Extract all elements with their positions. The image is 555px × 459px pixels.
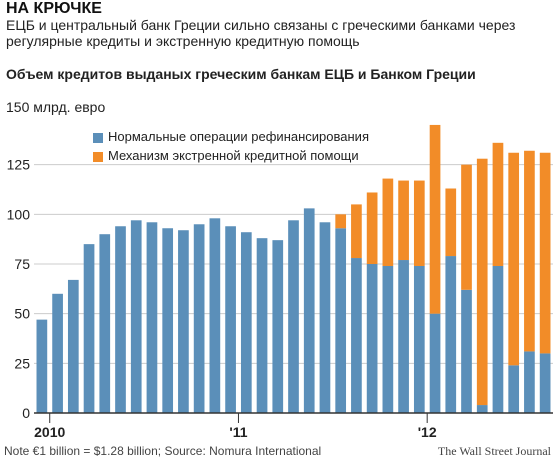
bar-normal-operations — [508, 365, 520, 413]
y-tick-label: 50 — [14, 306, 30, 322]
y-tick-label: 125 — [7, 157, 31, 173]
bar-normal-operations — [99, 234, 111, 413]
bar-emergency-assistance — [508, 152, 520, 366]
bar-normal-operations — [461, 289, 472, 413]
bar-emergency-assistance — [351, 204, 362, 259]
bar-emergency-assistance — [413, 180, 425, 266]
bar-normal-operations — [429, 313, 441, 413]
bar-normal-operations — [225, 226, 236, 413]
bar-normal-operations — [115, 226, 126, 413]
bar-normal-operations — [335, 228, 347, 413]
bar-normal-operations — [398, 260, 409, 413]
bar-emergency-assistance — [476, 158, 488, 406]
bar-normal-operations — [539, 353, 551, 413]
bar-normal-operations — [303, 208, 315, 413]
bar-normal-operations — [366, 264, 378, 413]
bar-emergency-assistance — [461, 164, 472, 290]
y-tick-label: 0 — [22, 405, 30, 421]
legend-label-normal: Нормальные операции рефинансирования — [108, 129, 369, 144]
bar-normal-operations — [413, 265, 425, 413]
bar-emergency-assistance — [524, 150, 535, 352]
y-tick-label: 75 — [14, 256, 30, 272]
bar-normal-operations — [288, 220, 299, 413]
legend-swatch-normal — [93, 133, 103, 143]
bar-emergency-assistance — [335, 214, 347, 229]
bar-normal-operations — [36, 319, 48, 413]
y-tick-label: 100 — [7, 206, 31, 222]
bar-emergency-assistance — [429, 124, 441, 314]
y-tick-label: 25 — [14, 355, 30, 371]
bar-normal-operations — [83, 244, 95, 413]
x-tick-label: '12 — [418, 424, 437, 440]
bar-normal-operations — [351, 258, 362, 413]
legend-swatch-emergency — [93, 152, 103, 162]
bar-emergency-assistance — [492, 142, 504, 266]
subheadline: ЕЦБ и центральный банк Греции сильно свя… — [6, 17, 516, 49]
bar-normal-operations — [146, 222, 158, 413]
bar-normal-operations — [256, 238, 268, 413]
bar-normal-operations — [240, 232, 252, 413]
chart-title: Объем кредитов выданых греческим банкам … — [6, 66, 476, 82]
bar-normal-operations — [162, 228, 174, 413]
bar-emergency-assistance — [539, 152, 551, 354]
bar-normal-operations — [178, 230, 189, 413]
bar-normal-operations — [130, 220, 142, 413]
bar-normal-operations — [445, 256, 457, 413]
bar-emergency-assistance — [366, 192, 378, 264]
bar-normal-operations — [492, 265, 504, 413]
footer-note: Note €1 billion = $1.28 billion; Source:… — [4, 444, 322, 458]
bar-normal-operations — [67, 279, 79, 413]
y-unit-label: 150 млрд. евро — [6, 99, 106, 115]
bar-normal-operations — [272, 240, 284, 413]
bar-normal-operations — [524, 351, 535, 413]
x-tick-label: '11 — [229, 424, 247, 440]
bar-normal-operations — [193, 224, 205, 413]
bar-normal-operations — [476, 405, 488, 413]
bar-normal-operations — [209, 218, 221, 413]
legend-label-emergency: Механизм экстренной кредитной помощи — [108, 148, 359, 163]
headline: НА КРЮЧКЕ — [6, 0, 102, 17]
footer-source: The Wall Street Journal — [437, 444, 551, 458]
bar-normal-operations — [52, 293, 63, 413]
x-tick-label: 2010 — [34, 424, 65, 440]
bar-emergency-assistance — [382, 178, 394, 266]
bar-emergency-assistance — [398, 180, 409, 261]
bar-normal-operations — [382, 265, 394, 413]
bar-emergency-assistance — [445, 188, 457, 257]
bar-normal-operations — [319, 222, 331, 413]
